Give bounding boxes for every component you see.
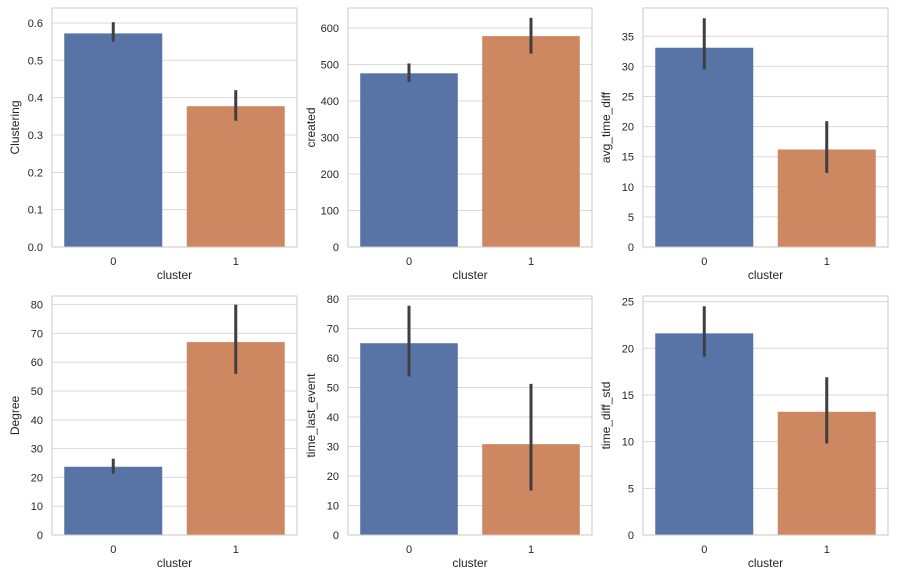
y-tick-label: 0.4 — [28, 93, 43, 105]
axes-frame — [51, 7, 298, 248]
y-tick-label: 0 — [333, 242, 339, 254]
bar-cluster-0 — [655, 47, 754, 247]
y-tick-label: 30 — [31, 444, 43, 456]
y-tick-label: 500 — [321, 60, 339, 72]
y-tick-label: 300 — [321, 133, 339, 145]
subplot-4: 0 10 20 30 40 50 60 70 80 0 1 cluster time_last_even… — [304, 294, 593, 570]
y-tick-label: 50 — [31, 386, 43, 398]
y-axis-label: created — [304, 107, 318, 147]
axes-frame — [347, 7, 593, 248]
x-axis-label: cluster — [748, 268, 783, 282]
y-tick-label: 30 — [622, 61, 634, 73]
x-axis-label: cluster — [157, 556, 192, 570]
bar-cluster-1 — [482, 36, 580, 247]
x-tick-label: 1 — [824, 256, 830, 268]
y-tick-label: 10 — [31, 501, 43, 513]
y-tick-label: 80 — [31, 300, 43, 312]
x-tick-label: 1 — [824, 544, 830, 556]
subplot-2: 0 5 10 15 20 25 30 35 0 1 cluster avg_time_diff — [599, 7, 889, 282]
y-tick-label: 5 — [628, 483, 634, 495]
x-tick-label: 1 — [233, 256, 239, 268]
y-tick-label: 40 — [31, 415, 43, 427]
y-tick-label: 5 — [628, 212, 634, 224]
y-tick-label: 80 — [327, 294, 339, 306]
y-tick-label: 0 — [37, 530, 43, 542]
y-tick-label: 0 — [628, 530, 634, 542]
y-tick-label: 20 — [327, 471, 339, 483]
x-tick-label: 1 — [528, 544, 534, 556]
y-axis-label: Degree — [8, 395, 22, 435]
y-tick-label: 20 — [622, 343, 634, 355]
y-axis-label: time_diff_std — [599, 382, 613, 450]
x-axis-label: cluster — [452, 268, 487, 282]
y-tick-label: 60 — [31, 357, 43, 369]
x-tick-label: 0 — [406, 544, 412, 556]
axes-frame — [347, 295, 593, 536]
x-tick-label: 0 — [110, 544, 116, 556]
x-axis-label: cluster — [157, 268, 192, 282]
y-tick-label: 35 — [622, 31, 634, 43]
y-tick-label: 200 — [321, 169, 339, 181]
y-tick-label: 400 — [321, 96, 339, 108]
x-axis-label: cluster — [452, 556, 487, 570]
y-tick-label: 20 — [622, 122, 634, 134]
x-tick-label: 0 — [110, 256, 116, 268]
subplot-3: 0 10 20 30 40 50 60 70 80 0 1 cluster Degree — [8, 295, 298, 570]
bar-cluster-1 — [186, 342, 285, 535]
x-axis-label: cluster — [748, 556, 783, 570]
y-tick-label: 15 — [622, 390, 634, 402]
y-tick-label: 0.0 — [28, 242, 43, 254]
y-tick-label: 0 — [333, 530, 339, 542]
y-tick-label: 100 — [321, 206, 339, 218]
bar-cluster-0 — [64, 33, 163, 247]
bar-cluster-0 — [360, 73, 458, 247]
axes-frame — [642, 295, 889, 536]
y-tick-label: 0 — [628, 242, 634, 254]
y-tick-label: 70 — [31, 328, 43, 340]
subplot-1: 0 100 200 300 400 500 600 0 1 cluster created — [304, 7, 593, 282]
bar-cluster-0 — [655, 333, 754, 535]
x-tick-label: 1 — [233, 544, 239, 556]
axes-frame — [642, 7, 889, 248]
y-tick-label: 10 — [622, 182, 634, 194]
y-tick-label: 25 — [622, 297, 634, 309]
bar-cluster-0 — [64, 466, 163, 535]
x-tick-label: 1 — [528, 256, 534, 268]
y-tick-label: 0.3 — [28, 130, 43, 142]
y-axis-label: Clustering — [8, 100, 22, 154]
y-axis-label: avg_time_diff — [599, 91, 613, 163]
y-tick-label: 70 — [327, 323, 339, 335]
y-tick-label: 30 — [327, 441, 339, 453]
x-tick-label: 0 — [701, 256, 707, 268]
y-tick-label: 600 — [321, 23, 339, 35]
subplot-5: 0 5 10 15 20 25 0 1 cluster time_diff_std — [599, 295, 889, 570]
y-tick-label: 15 — [622, 152, 634, 164]
y-tick-label: 0.6 — [28, 18, 43, 30]
x-tick-label: 0 — [701, 544, 707, 556]
x-tick-label: 0 — [406, 256, 412, 268]
y-tick-label: 0.1 — [28, 205, 43, 217]
y-tick-label: 25 — [622, 91, 634, 103]
y-tick-label: 0.2 — [28, 167, 43, 179]
y-tick-label: 40 — [327, 412, 339, 424]
bar-cluster-1 — [186, 106, 285, 247]
y-tick-label: 60 — [327, 353, 339, 365]
y-tick-label: 10 — [622, 437, 634, 449]
y-tick-label: 50 — [327, 382, 339, 394]
y-tick-label: 0.5 — [28, 55, 43, 67]
y-axis-label: time_last_event — [304, 373, 318, 458]
subplot-0: 0.0 0.1 0.2 0.3 0.4 0.5 0.6 0 1 cluster Clustering — [8, 7, 298, 282]
y-tick-label: 20 — [31, 472, 43, 484]
axes-frame — [51, 295, 298, 536]
y-tick-label: 10 — [327, 500, 339, 512]
